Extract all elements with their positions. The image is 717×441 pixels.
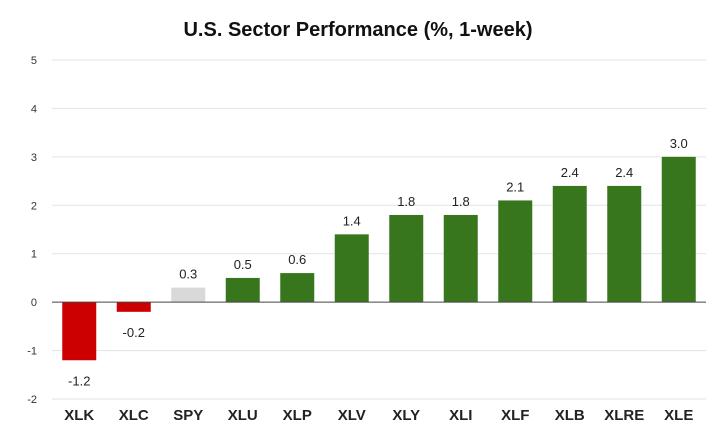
x-axis-ticks: XLK XLC SPY XLU XLP XLV XLY XLI XLF XLB XLRE XLE <box>64 407 693 424</box>
bar-spy <box>171 287 206 303</box>
bar-xlre <box>607 185 642 303</box>
y-tick-label: 0 <box>31 297 37 309</box>
bar-xlf <box>498 200 533 303</box>
bars <box>62 156 696 361</box>
y-tick-label: 3 <box>31 152 37 164</box>
data-label: -1.2 <box>68 373 90 388</box>
data-labels: -1.2 -0.2 0.3 0.5 0.6 1.4 1.8 1.8 2.1 2.4 2.4 3.0 <box>68 136 688 388</box>
data-label: 1.8 <box>452 194 470 209</box>
x-tick-label: XLP <box>283 407 312 424</box>
y-tick-label: 5 <box>31 55 37 67</box>
bar-xlk <box>62 302 97 361</box>
data-label: 3.0 <box>670 136 688 151</box>
data-label: -0.2 <box>123 325 145 340</box>
bar-xle <box>661 156 696 303</box>
y-tick-label: 2 <box>31 200 37 212</box>
x-tick-label: XLB <box>555 407 585 424</box>
data-label: 2.4 <box>615 165 633 180</box>
data-label: 0.3 <box>179 267 197 282</box>
x-tick-label: XLI <box>449 407 472 424</box>
bar-xlv <box>334 234 369 303</box>
bar-xli <box>443 214 478 303</box>
data-label: 1.4 <box>343 213 361 228</box>
x-tick-label: SPY <box>173 407 203 424</box>
x-tick-label: XLK <box>64 407 94 424</box>
y-tick-label: -2 <box>27 394 37 406</box>
gridlines <box>52 59 706 400</box>
bar-xlu <box>225 277 260 303</box>
x-tick-label: XLU <box>228 407 258 424</box>
data-label: 2.1 <box>506 179 524 194</box>
x-tick-label: XLV <box>338 407 366 424</box>
data-label: 2.4 <box>561 165 579 180</box>
data-label: 0.5 <box>234 257 252 272</box>
x-tick-label: XLE <box>664 407 693 424</box>
chart-title: U.S. Sector Performance (%, 1-week) <box>183 19 532 41</box>
x-tick-label: XLRE <box>604 407 644 424</box>
bar-xly <box>389 214 424 303</box>
x-tick-label: XLC <box>119 407 149 424</box>
x-tick-label: XLY <box>392 407 420 424</box>
y-tick-label: 4 <box>31 103 37 115</box>
bar-xlc <box>116 302 151 312</box>
y-tick-label: 1 <box>31 249 37 261</box>
y-axis-ticks: -2 -1 0 1 2 3 4 5 <box>27 55 37 406</box>
data-label: 0.6 <box>288 252 306 267</box>
x-tick-label: XLF <box>501 407 529 424</box>
y-tick-label: -1 <box>27 346 37 358</box>
bar-xlp <box>280 273 315 303</box>
bar-xlb <box>552 185 587 303</box>
data-label: 1.8 <box>397 194 415 209</box>
